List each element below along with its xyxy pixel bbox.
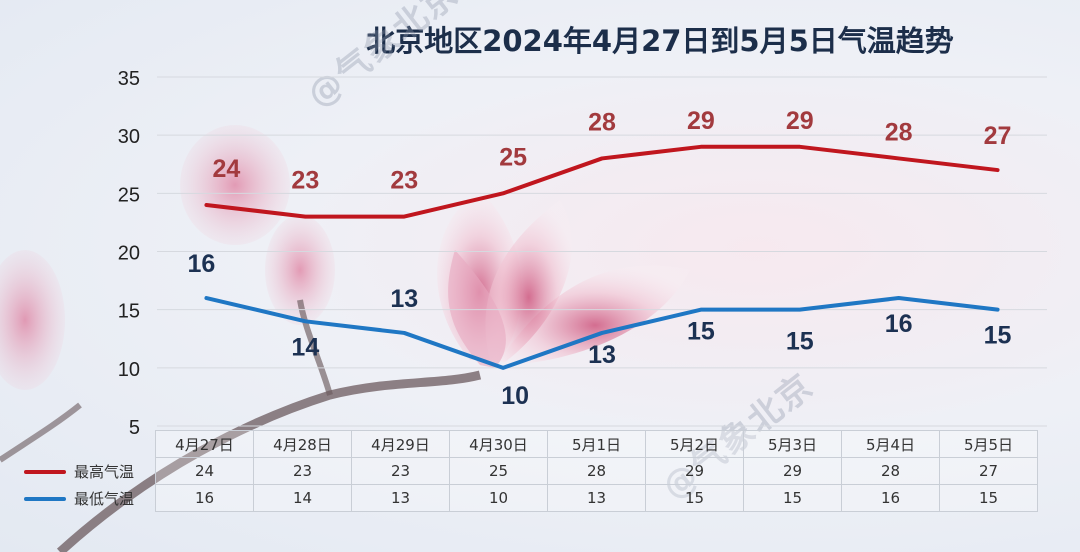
y-tick-label: 30 — [118, 126, 140, 148]
data-label: 29 — [786, 107, 814, 135]
data-label: 27 — [984, 122, 1012, 150]
table-header-cell: 5月2日 — [645, 430, 744, 458]
data-label: 10 — [501, 382, 529, 410]
table-cell: 15 — [743, 484, 842, 512]
table-header-row: 4月27日 4月28日 4月29日 4月30日 5月1日 5月2日 5月3日 5… — [10, 430, 1038, 458]
table-cell: 10 — [449, 484, 548, 512]
data-label: 29 — [687, 107, 715, 135]
table-row-high: 最高气温 24 23 23 25 28 29 29 28 27 — [10, 457, 1038, 485]
data-label: 23 — [390, 167, 418, 195]
y-tick-label: 25 — [118, 184, 140, 206]
table-cell: 29 — [743, 457, 842, 485]
data-label: 13 — [588, 341, 616, 369]
data-label: 15 — [984, 322, 1012, 350]
data-label: 15 — [687, 318, 715, 346]
table-cell: 28 — [547, 457, 646, 485]
data-label: 24 — [213, 155, 241, 183]
table-cell: 13 — [547, 484, 646, 512]
data-label: 28 — [885, 118, 913, 146]
table-cell: 13 — [351, 484, 450, 512]
table-header-cell: 4月27日 — [155, 430, 254, 458]
table-header-cell: 4月29日 — [351, 430, 450, 458]
data-label: 25 — [499, 143, 527, 171]
legend-line-swatch — [24, 470, 66, 474]
table-cell: 25 — [449, 457, 548, 485]
table-corner — [10, 431, 156, 458]
table-cell: 14 — [253, 484, 352, 512]
y-tick-label: 5 — [129, 417, 140, 439]
table-header-cell: 5月5日 — [939, 430, 1038, 458]
table-cell: 15 — [939, 484, 1038, 512]
legend-item-high: 最高气温 — [10, 458, 156, 485]
legend-item-low: 最低气温 — [10, 485, 156, 512]
table-row-low: 最低气温 16 14 13 10 13 15 15 16 15 — [10, 484, 1038, 512]
table-cell: 29 — [645, 457, 744, 485]
table-cell: 15 — [645, 484, 744, 512]
table-cell: 27 — [939, 457, 1038, 485]
table-cell: 16 — [155, 484, 254, 512]
data-label: 15 — [786, 328, 814, 356]
data-label: 13 — [390, 285, 418, 313]
data-label: 16 — [188, 250, 216, 278]
legend-label: 最高气温 — [74, 462, 135, 481]
series-line-low — [204, 296, 1000, 370]
table-header-cell: 5月1日 — [547, 430, 646, 458]
table-header-cell: 4月28日 — [253, 430, 352, 458]
series-line-high — [204, 144, 1000, 219]
data-label: 14 — [291, 333, 319, 361]
table-cell: 16 — [841, 484, 940, 512]
legend-line-swatch — [24, 497, 66, 501]
table-cell: 28 — [841, 457, 940, 485]
table-header-cell: 4月30日 — [449, 430, 548, 458]
table-cell: 23 — [351, 457, 450, 485]
legend-label: 最低气温 — [74, 489, 135, 508]
table-header-cell: 5月4日 — [841, 430, 940, 458]
data-table: 4月27日 4月28日 4月29日 4月30日 5月1日 5月2日 5月3日 5… — [10, 430, 1038, 512]
data-label: 28 — [588, 108, 616, 136]
table-cell: 23 — [253, 457, 352, 485]
data-label: 16 — [885, 310, 913, 338]
table-cell: 24 — [155, 457, 254, 485]
table-header-cell: 5月3日 — [743, 430, 842, 458]
data-label: 23 — [291, 167, 319, 195]
chart-title: 北京地区2024年4月27日到5月5日气温趋势 — [366, 24, 954, 58]
y-tick-label: 20 — [118, 243, 140, 265]
y-tick-label: 15 — [118, 301, 140, 323]
y-tick-label: 10 — [118, 359, 140, 381]
y-tick-label: 35 — [118, 68, 140, 90]
